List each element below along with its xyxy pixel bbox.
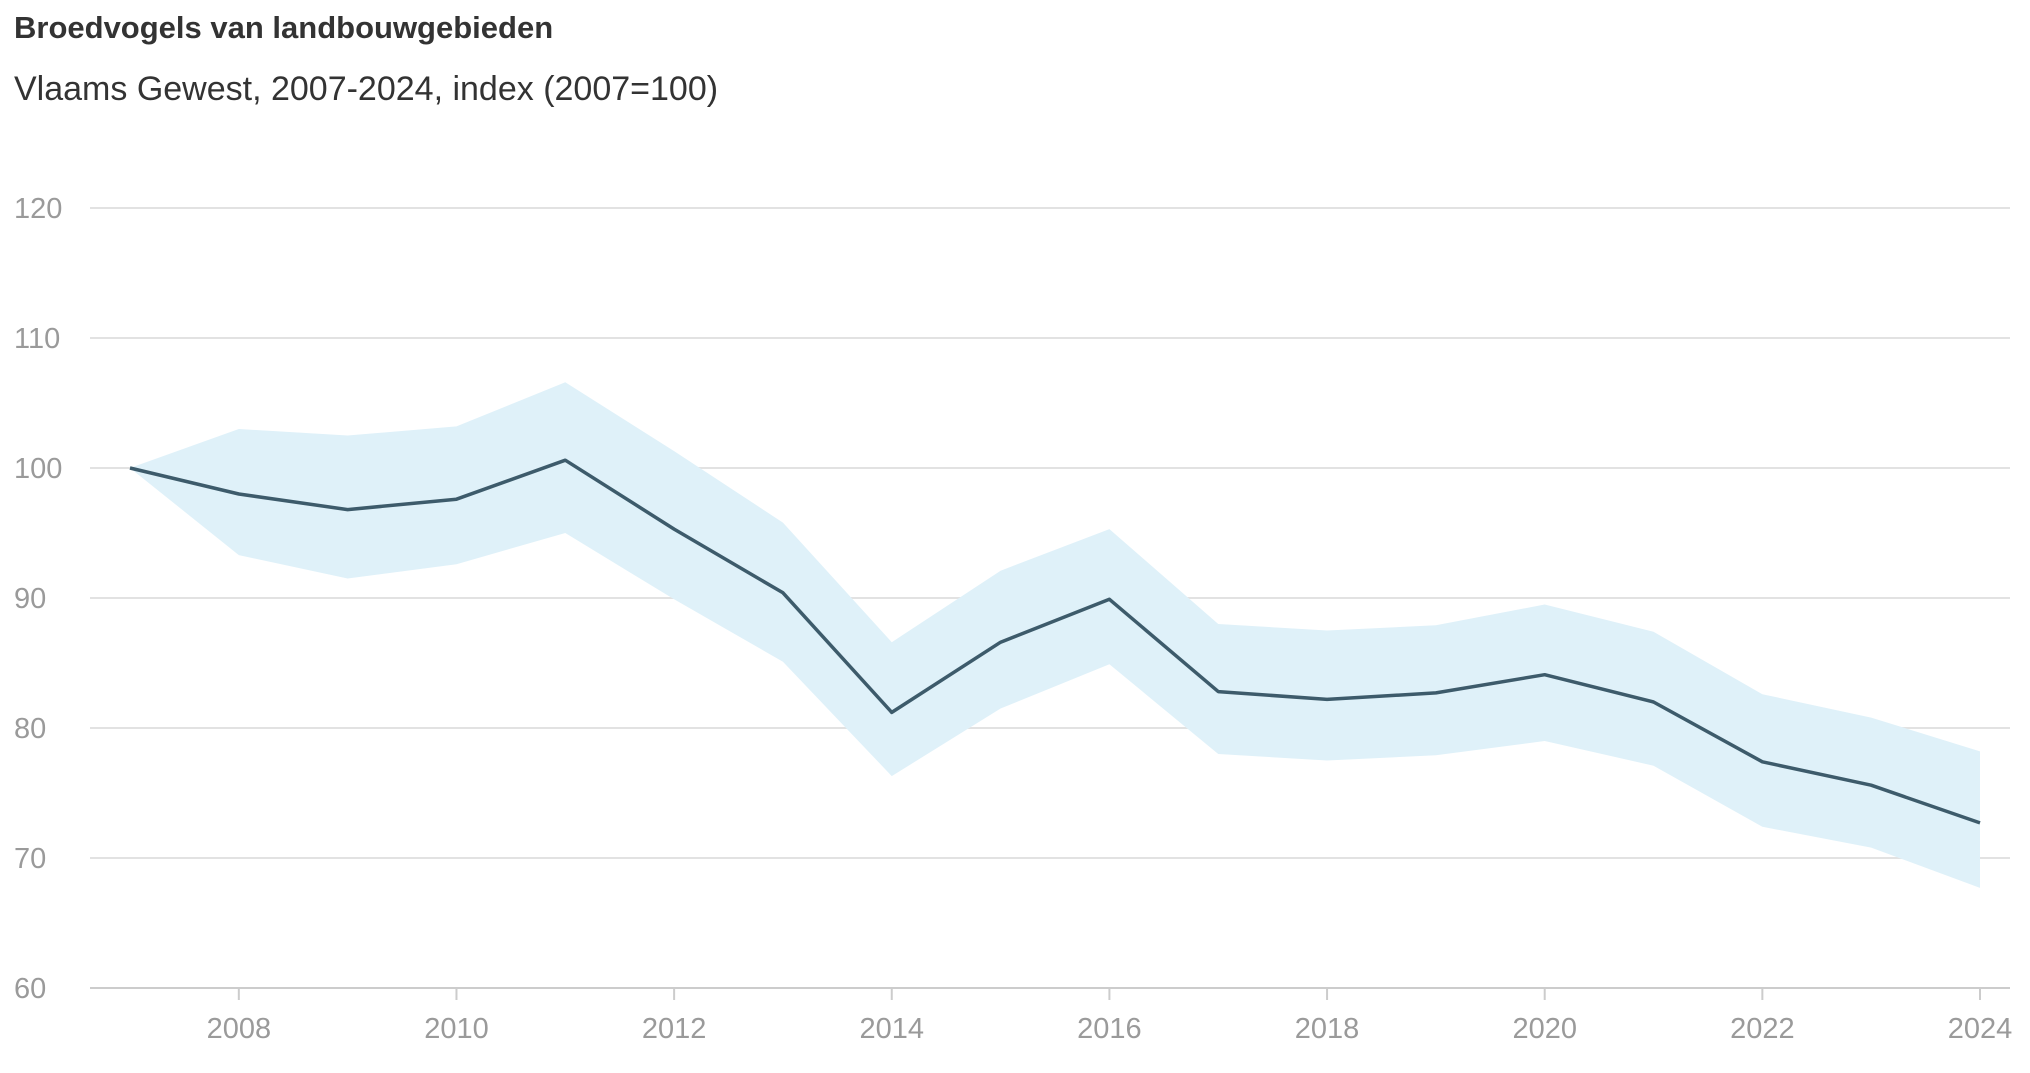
y-tick-label-120: 120 <box>14 193 62 225</box>
data-point-2023 <box>1868 782 1874 788</box>
data-point-2012 <box>671 526 677 532</box>
x-tick-label-2014: 2014 <box>860 1013 925 1045</box>
data-point-2013 <box>780 590 786 596</box>
data-point-2009 <box>345 507 351 513</box>
confidence-band <box>130 382 1980 888</box>
y-tick-label-60: 60 <box>14 973 46 1005</box>
x-tick-label-2010: 2010 <box>424 1013 489 1045</box>
data-point-2024 <box>1977 820 1983 826</box>
y-tick-label-100: 100 <box>14 453 62 485</box>
data-point-2016 <box>1106 596 1112 602</box>
data-point-2022 <box>1759 759 1765 765</box>
y-tick-label-80: 80 <box>14 713 46 745</box>
data-point-2008 <box>236 491 242 497</box>
data-point-2017 <box>1215 689 1221 695</box>
data-point-2010 <box>453 496 459 502</box>
data-point-2021 <box>1651 699 1657 705</box>
x-tick-label-2016: 2016 <box>1077 1013 1142 1045</box>
x-tick-label-2018: 2018 <box>1295 1013 1360 1045</box>
chart-title: Broedvogels van landbouwgebieden <box>14 10 554 45</box>
series-line-index <box>129 458 1981 825</box>
data-point-2018 <box>1324 696 1330 702</box>
data-point-2014 <box>889 709 895 715</box>
data-point-2020 <box>1542 672 1548 678</box>
data-point-2019 <box>1433 690 1439 696</box>
x-tick-label-2020: 2020 <box>1512 1013 1577 1045</box>
data-point-2011 <box>562 457 568 463</box>
x-tick-label-2024: 2024 <box>1948 1013 2013 1045</box>
y-tick-label-110: 110 <box>14 323 60 355</box>
x-tick-label-2008: 2008 <box>207 1013 272 1045</box>
data-point-2007 <box>127 465 133 471</box>
chart-subtitle: Vlaams Gewest, 2007-2024, index (2007=10… <box>14 70 719 108</box>
y-tick-label-90: 90 <box>14 583 46 615</box>
y-tick-label-70: 70 <box>14 843 46 875</box>
x-tick-label-2012: 2012 <box>642 1013 707 1045</box>
x-tick-label-2022: 2022 <box>1730 1013 1795 1045</box>
data-point-2015 <box>998 639 1004 645</box>
